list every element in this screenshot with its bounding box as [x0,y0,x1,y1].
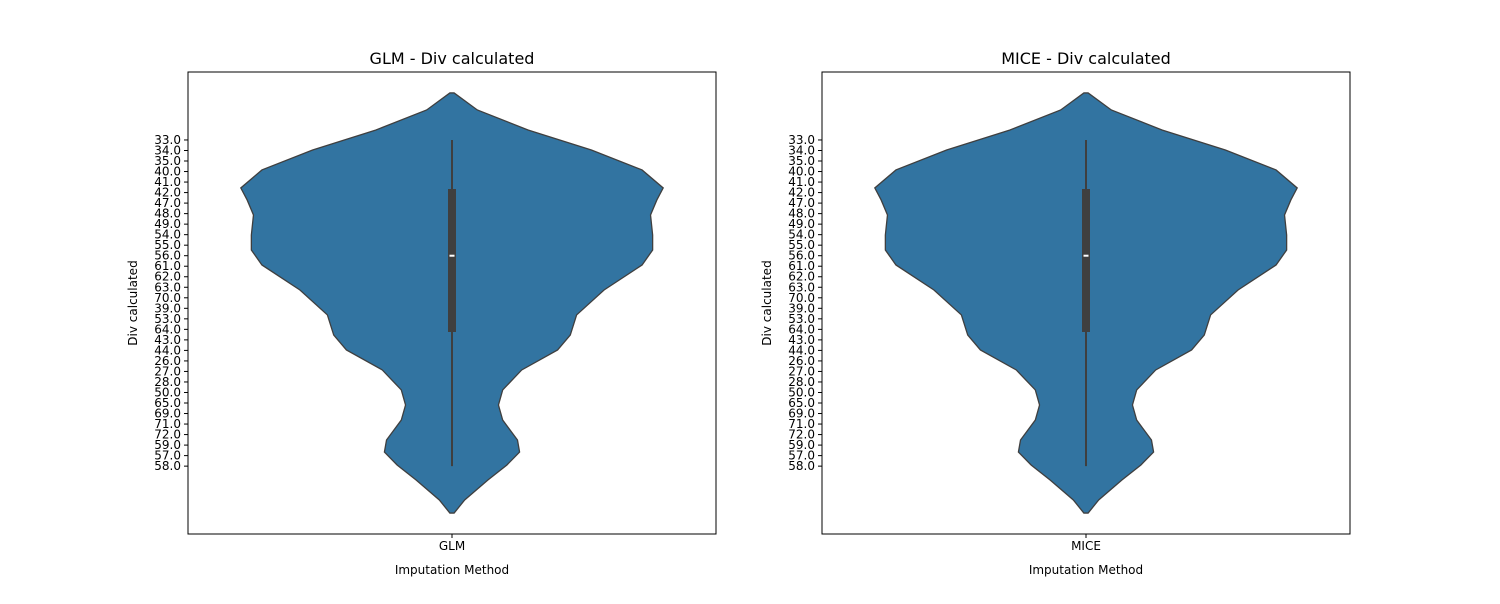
y-tick-label: 56.0 [788,249,815,263]
y-tick-label: 62.0 [788,270,815,284]
y-tick-label: 27.0 [154,364,181,378]
y-tick-label: 53.0 [154,312,181,326]
y-tick-label: 40.0 [154,165,181,179]
y-tick-label: 47.0 [788,196,815,210]
y-axis-label: Div calculated [760,260,774,345]
y-tick-label: 28.0 [154,375,181,389]
chart-title: GLM - Div calculated [370,49,535,68]
y-tick-label: 59.0 [154,438,181,452]
y-tick-label: 41.0 [154,175,181,189]
x-tick-label: MICE [1071,539,1101,553]
y-tick-label: 39.0 [788,301,815,315]
y-tick-label: 40.0 [788,165,815,179]
y-tick-label: 57.0 [154,449,181,463]
y-tick-label: 58.0 [788,459,815,473]
y-tick-label: 59.0 [788,438,815,452]
y-axis-label: Div calculated [126,260,140,345]
y-tick-label: 71.0 [788,417,815,431]
y-tick-label: 69.0 [788,407,815,421]
y-tick-label: 63.0 [788,280,815,294]
y-tick-label: 58.0 [154,459,181,473]
y-tick-label: 64.0 [788,322,815,336]
y-tick-label: 70.0 [788,291,815,305]
y-tick-label: 27.0 [788,364,815,378]
y-tick-label: 53.0 [788,312,815,326]
y-tick-label: 43.0 [788,333,815,347]
y-tick-label: 70.0 [154,291,181,305]
y-tick-label: 50.0 [788,385,815,399]
chart-title: MICE - Div calculated [1001,49,1171,68]
y-tick-label: 55.0 [154,238,181,252]
y-tick-label: 64.0 [154,322,181,336]
x-axis-label: Imputation Method [395,563,509,577]
plot-frame [821,71,1351,535]
plot-frame [187,71,717,535]
y-tick-label: 63.0 [154,280,181,294]
y-tick-label: 43.0 [154,333,181,347]
y-tick-label: 42.0 [154,186,181,200]
y-tick-label: 48.0 [788,207,815,221]
y-tick-label: 50.0 [154,385,181,399]
y-tick-label: 41.0 [788,175,815,189]
y-tick-label: 35.0 [788,154,815,168]
y-tick-label: 72.0 [154,428,181,442]
y-tick-label: 57.0 [788,449,815,463]
x-axis-label: Imputation Method [1029,563,1143,577]
x-tick-label: GLM [439,539,465,553]
y-tick-label: 65.0 [788,396,815,410]
y-tick-label: 61.0 [154,259,181,273]
y-tick-label: 56.0 [154,249,181,263]
y-tick-label: 42.0 [788,186,815,200]
y-tick-label: 28.0 [788,375,815,389]
y-tick-label: 49.0 [154,217,181,231]
y-tick-label: 62.0 [154,270,181,284]
y-tick-label: 44.0 [788,343,815,357]
y-tick-label: 72.0 [788,428,815,442]
y-tick-label: 65.0 [154,396,181,410]
y-tick-label: 33.0 [788,133,815,147]
y-tick-label: 26.0 [154,354,181,368]
y-tick-label: 26.0 [788,354,815,368]
y-tick-label: 48.0 [154,207,181,221]
y-tick-label: 44.0 [154,343,181,357]
y-tick-label: 54.0 [788,228,815,242]
y-tick-label: 71.0 [154,417,181,431]
y-tick-label: 49.0 [788,217,815,231]
y-tick-label: 34.0 [788,143,815,157]
y-tick-label: 61.0 [788,259,815,273]
y-tick-label: 33.0 [154,133,181,147]
y-tick-label: 35.0 [154,154,181,168]
y-tick-label: 39.0 [154,301,181,315]
y-tick-label: 47.0 [154,196,181,210]
y-tick-label: 55.0 [788,238,815,252]
y-tick-label: 54.0 [154,228,181,242]
y-tick-label: 69.0 [154,407,181,421]
y-tick-label: 34.0 [154,143,181,157]
